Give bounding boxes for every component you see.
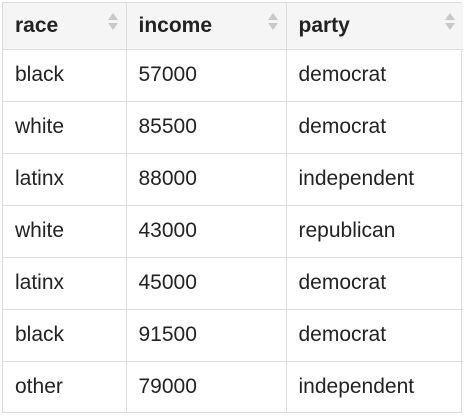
cell-race: latinx — [3, 257, 127, 310]
data-table: race income party black 57000 democrat — [2, 2, 463, 413]
table-row: latinx 45000 democrat — [3, 257, 463, 310]
cell-party: democrat — [286, 257, 463, 310]
cell-race: white — [3, 101, 127, 154]
cell-race: other — [3, 361, 127, 413]
table-row: latinx 88000 independent — [3, 153, 463, 206]
column-header-income[interactable]: income — [126, 3, 287, 50]
table-row: white 43000 republican — [3, 205, 463, 258]
cell-income: 45000 — [126, 257, 287, 310]
cell-income: 79000 — [126, 361, 287, 413]
column-header-label: income — [138, 13, 213, 37]
table-row: black 57000 democrat — [3, 49, 463, 102]
cell-race: latinx — [3, 153, 127, 206]
column-header-label: race — [15, 13, 59, 37]
cell-party: democrat — [286, 101, 463, 154]
table: race income party black 57000 democrat — [3, 3, 463, 413]
table-row: other 79000 independent — [3, 361, 463, 413]
column-header-label: party — [298, 13, 350, 37]
cell-party: republican — [286, 205, 463, 258]
cell-income: 88000 — [126, 153, 287, 206]
cell-income: 91500 — [126, 309, 287, 362]
cell-race: white — [3, 205, 127, 258]
table-row: white 85500 democrat — [3, 101, 463, 154]
cell-income: 43000 — [126, 205, 287, 258]
cell-race: black — [3, 309, 127, 362]
column-header-party[interactable]: party — [286, 3, 463, 50]
sort-icon[interactable] — [267, 12, 278, 32]
table-header: race income party — [3, 3, 463, 50]
cell-race: black — [3, 49, 127, 102]
cell-party: democrat — [286, 49, 463, 102]
table-row: black 91500 democrat — [3, 309, 463, 362]
cell-income: 57000 — [126, 49, 287, 102]
cell-party: independent — [286, 153, 463, 206]
cell-party: democrat — [286, 309, 463, 362]
sort-icon[interactable] — [445, 12, 455, 32]
header-row: race income party — [3, 3, 463, 50]
cell-party: independent — [298, 375, 415, 399]
table-body: black 57000 democrat white 85500 democra… — [3, 49, 463, 413]
cell-income: 85500 — [126, 101, 287, 154]
column-header-race[interactable]: race — [3, 3, 127, 50]
sort-icon[interactable] — [107, 12, 118, 32]
